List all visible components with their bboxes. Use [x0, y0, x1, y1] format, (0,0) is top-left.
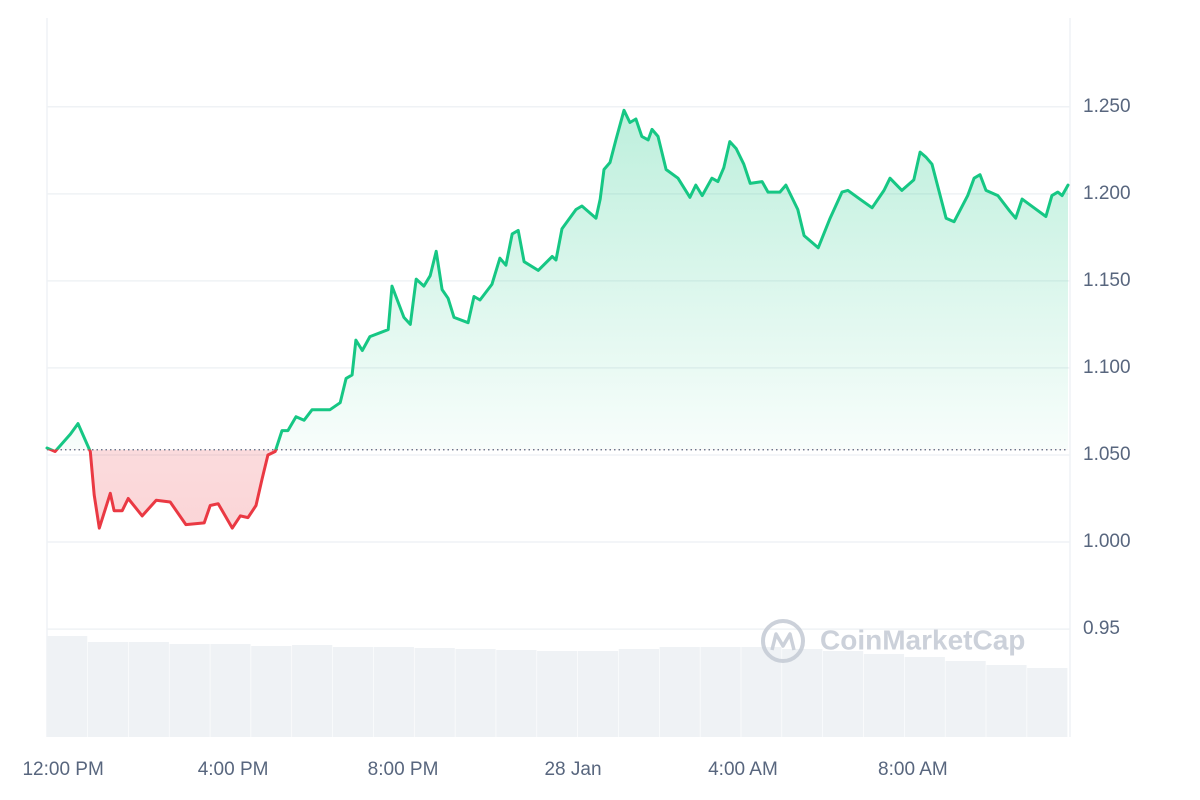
volume-bar — [863, 654, 905, 737]
x-tick-label: 4:00 PM — [198, 759, 269, 780]
volume-bar — [87, 642, 129, 737]
volume-bar — [700, 647, 741, 737]
volume-bar — [292, 645, 333, 737]
y-tick-label: 1.100 — [1083, 357, 1131, 378]
y-tick-label: 0.95 — [1083, 618, 1120, 639]
volume-bar — [496, 650, 537, 737]
x-tick-label: 8:00 AM — [878, 759, 948, 780]
volume-bar — [986, 665, 1027, 737]
volume-bar — [455, 649, 496, 737]
x-tick-label: 28 Jan — [544, 759, 601, 780]
watermark-logo — [761, 619, 805, 663]
x-tick-label: 4:00 AM — [708, 759, 778, 780]
watermark-logo-mark — [770, 632, 796, 651]
y-tick-label: 1.000 — [1083, 531, 1131, 552]
price-line — [45, 108, 1070, 530]
volume-bar — [945, 661, 986, 737]
y-tick-label: 1.150 — [1083, 270, 1131, 291]
y-tick-label: 1.050 — [1083, 444, 1131, 465]
volume-bar — [782, 649, 823, 737]
area-fill — [47, 110, 1068, 529]
plot-layer — [45, 108, 1070, 530]
x-tick-label: 12:00 PM — [22, 759, 103, 780]
x-tick-label: 8:00 PM — [368, 759, 439, 780]
volume-bar — [251, 646, 292, 737]
volume-bar — [332, 647, 374, 737]
volume-bar — [822, 651, 864, 737]
volume-bar — [169, 644, 210, 737]
volume-bar — [128, 642, 169, 737]
y-tick-label: 1.200 — [1083, 183, 1131, 204]
volume-bar — [47, 636, 88, 737]
watermark-text: CoinMarketCap — [820, 624, 1025, 655]
volume-layer — [47, 636, 1068, 737]
volume-bar — [537, 651, 578, 737]
volume-bar — [618, 649, 659, 737]
watermark: CoinMarketCap — [761, 619, 1025, 663]
volume-bar — [659, 647, 700, 737]
volume-bar — [904, 657, 945, 737]
volume-bar — [373, 647, 414, 737]
volume-bar — [1027, 668, 1068, 737]
volume-bar — [741, 647, 782, 737]
volume-bar — [210, 644, 251, 737]
y-tick-label: 1.250 — [1083, 96, 1131, 117]
volume-bar — [414, 648, 455, 737]
volume-bar — [577, 651, 619, 737]
